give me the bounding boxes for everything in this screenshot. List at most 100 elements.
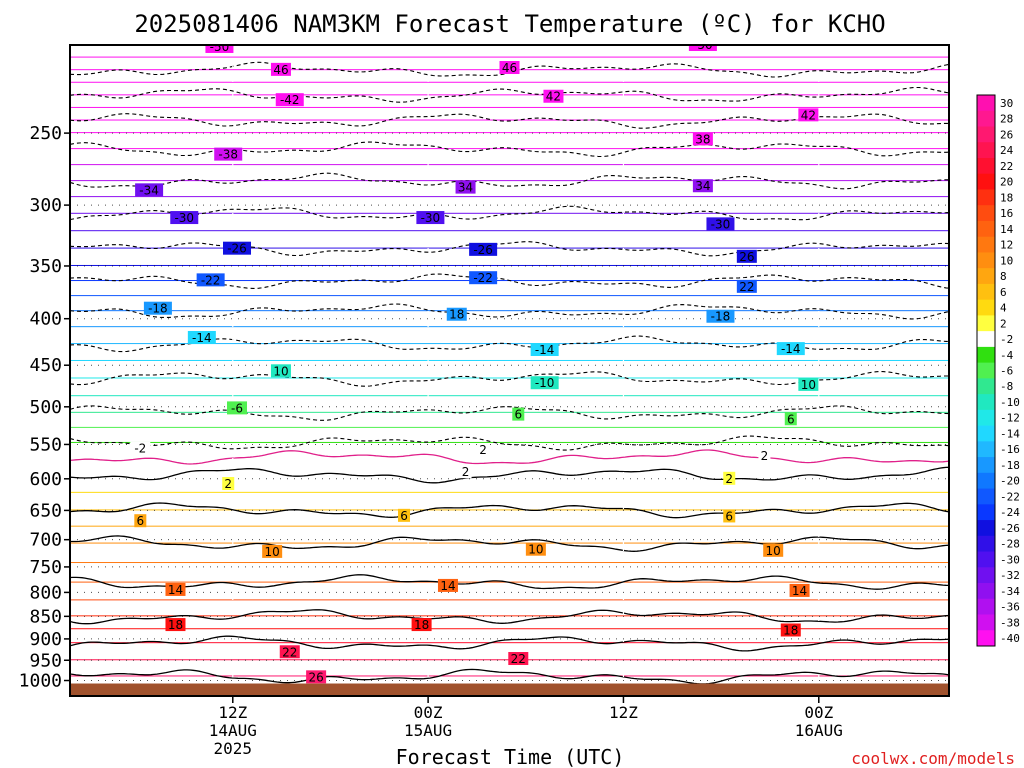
isotherm-label-bg xyxy=(706,309,735,323)
isotherm-label-bg xyxy=(416,211,445,225)
isotherm-labels: -5046-42-38-34-30-26-22-18-1410-6-226101… xyxy=(130,38,819,684)
isotherm-label: 46 xyxy=(502,61,517,75)
isotherm-label-bg xyxy=(469,271,498,285)
isotherm-label: 18 xyxy=(449,308,464,322)
y-tick-label: 850 xyxy=(29,606,62,627)
x-tick-label: 15AUG xyxy=(404,721,452,740)
colorbar-label: -38 xyxy=(1000,616,1020,629)
colorbar-label: -16 xyxy=(1000,443,1020,456)
ground-mask xyxy=(70,683,949,696)
y-tick-label: 350 xyxy=(29,256,62,277)
y-tick-label: 750 xyxy=(29,557,62,578)
isotherm-label: 2 xyxy=(462,465,470,479)
isotherm-label-bg xyxy=(525,542,546,556)
y-tick-label: 900 xyxy=(29,629,62,650)
colorbar-label: -8 xyxy=(1000,380,1013,393)
colorbar-swatch xyxy=(977,614,995,631)
x-tick-label: 12Z xyxy=(218,703,247,722)
isotherm-label: 6 xyxy=(514,408,522,422)
colorbar-label: -14 xyxy=(1000,427,1020,440)
x-tick-label: 00Z xyxy=(804,703,833,722)
isotherm-label: -14 xyxy=(535,343,555,357)
colorbar-swatch xyxy=(977,142,995,159)
isotherm-label: 6 xyxy=(725,509,733,523)
isotherm-label: -18 xyxy=(148,302,168,316)
isotherm-label-bg xyxy=(499,61,520,75)
isotherm-label-bg xyxy=(170,211,199,225)
isotherm-label: 22 xyxy=(739,280,754,294)
isotherm-label-bg xyxy=(205,45,234,53)
colorbar-swatch xyxy=(977,299,995,316)
y-tick-label: 800 xyxy=(29,582,62,603)
temperature-bands xyxy=(70,45,949,696)
isotherm-label-bg xyxy=(798,377,819,391)
colorbar-swatch xyxy=(977,362,995,379)
isotherm-label-bg xyxy=(723,471,736,485)
colorbar-swatch xyxy=(977,520,995,537)
isotherm-label-bg xyxy=(789,583,810,597)
isotherm-label: -50 xyxy=(693,38,713,52)
isotherm-label: 34 xyxy=(695,179,710,193)
isotherm-label: -14 xyxy=(781,342,801,356)
isotherm-label-bg xyxy=(692,132,713,146)
colorbar-swatch xyxy=(977,425,995,442)
isotherm-label-bg xyxy=(130,441,151,455)
y-tick-label: 950 xyxy=(29,650,62,671)
isotherm-label: 14 xyxy=(792,584,807,598)
isotherm-label: -14 xyxy=(192,331,212,345)
isotherm-label: 18 xyxy=(414,618,429,632)
isotherm-label-bg xyxy=(736,279,757,293)
isotherm-label: -10 xyxy=(535,376,555,390)
colorbar-label: -24 xyxy=(1000,506,1020,519)
isotherm-label: 10 xyxy=(265,545,280,559)
colorbar-swatch xyxy=(977,535,995,553)
colorbar-label: -4 xyxy=(1000,349,1014,362)
x-tick-label: 16AUG xyxy=(795,721,843,740)
watermark: coolwx.com/models xyxy=(851,749,1015,768)
y-axis: 2503003504004505005506006507007508008509… xyxy=(19,123,70,692)
isotherm-label: -18 xyxy=(711,310,731,324)
colorbar-label: -34 xyxy=(1000,585,1020,598)
y-tick-label: 550 xyxy=(29,434,62,455)
isotherm-label-bg xyxy=(227,401,248,415)
isotherm-label-bg xyxy=(736,249,757,263)
isotherm-label-bg xyxy=(776,342,805,356)
x-tick-label: 2025 xyxy=(214,739,253,758)
colorbar-label: -6 xyxy=(1000,365,1013,378)
isotherm-label-bg xyxy=(508,652,529,666)
isotherm-label: 18 xyxy=(783,623,798,637)
isotherm-label-bg xyxy=(446,307,467,321)
isotherm-label: -26 xyxy=(473,243,493,257)
isotherm-label-bg xyxy=(543,89,564,103)
colorbar-label: -32 xyxy=(1000,569,1020,582)
colorbar-swatch xyxy=(977,472,995,490)
colorbar-swatch xyxy=(977,567,995,584)
colorbar-label: -2 xyxy=(1000,333,1013,346)
isotherm-label-bg xyxy=(530,376,559,390)
colorbar-label: 22 xyxy=(1000,160,1013,173)
isotherm-label-bg xyxy=(780,623,801,637)
isotherm-label-bg xyxy=(165,618,186,632)
isotherm-label: 38 xyxy=(695,132,710,146)
colorbar-swatch xyxy=(977,441,995,458)
x-tick-label: 12Z xyxy=(609,703,638,722)
y-tick-label: 600 xyxy=(29,469,62,490)
isotherm-label: -30 xyxy=(174,211,194,225)
isotherm-label-bg xyxy=(758,448,771,462)
colorbar-label: 6 xyxy=(1000,286,1007,299)
isotherm-label: -22 xyxy=(201,273,221,287)
isotherm-label: 22 xyxy=(511,652,526,666)
isotherm-label: 10 xyxy=(766,544,781,558)
colorbar-label: 26 xyxy=(1000,128,1013,141)
y-tick-label: 250 xyxy=(29,123,62,144)
isotherm-label: -50 xyxy=(210,40,230,54)
isotherm-label: -2 xyxy=(134,442,146,456)
isotherm-label-bg xyxy=(411,618,432,632)
isotherm-label: 6 xyxy=(136,514,144,528)
isotherm-label-bg xyxy=(437,578,458,592)
isotherm-label: 10 xyxy=(273,364,288,378)
isotherm-label-bg xyxy=(459,465,472,479)
isotherm-label-bg xyxy=(723,509,736,523)
isotherm-label-bg xyxy=(512,407,525,421)
y-tick-label: 300 xyxy=(29,195,62,216)
